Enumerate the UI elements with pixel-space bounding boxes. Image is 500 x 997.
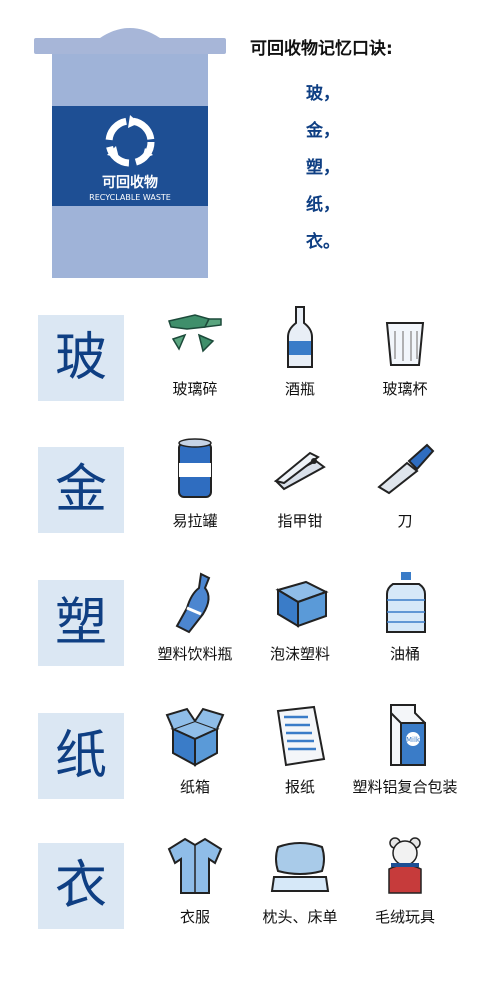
newspaper-icon xyxy=(276,705,326,767)
item-label: 泡沫塑料 xyxy=(269,645,330,663)
bin-label-cn: 可回收物 xyxy=(102,174,158,191)
recycle-bin: 可回收物 RECYCLABLE WASTE xyxy=(34,28,226,278)
category-char: 金 xyxy=(38,447,124,533)
teddy-bear-icon xyxy=(388,837,422,894)
item-beer-bottle: 酒瓶 xyxy=(240,305,360,415)
item-label: 衣服 xyxy=(179,908,210,926)
item-newspaper: 报纸 xyxy=(240,703,360,813)
glass-cup-icon xyxy=(385,322,425,366)
item-glass-cup: 玻璃杯 xyxy=(345,305,465,415)
category-char: 玻 xyxy=(38,315,124,401)
shirt-icon xyxy=(167,837,223,894)
mnemonic-line: 纸， xyxy=(306,195,340,215)
item-foam-box: 泡沫塑料 xyxy=(240,570,360,680)
mnemonic-line: 衣。 xyxy=(306,232,340,252)
category-row-clothes: 衣 衣服 枕头、床单 毛绒玩具 xyxy=(0,837,500,943)
item-can: 易拉罐 xyxy=(135,437,255,547)
mnemonic-line: 玻， xyxy=(306,84,340,104)
carton-print: Milk xyxy=(406,736,421,744)
can-icon xyxy=(178,438,212,498)
knife-icon xyxy=(377,443,435,495)
nail-clipper-icon xyxy=(273,451,326,491)
item-teddy-bear: 毛绒玩具 xyxy=(345,833,465,943)
item-label: 纸箱 xyxy=(179,778,210,796)
category-row-metal: 金 易拉罐 指甲钳 刀 xyxy=(0,438,500,547)
foam-box-icon xyxy=(275,580,329,628)
pillow-icon xyxy=(270,842,330,892)
oil-jug-icon xyxy=(386,572,426,633)
item-label: 毛绒玩具 xyxy=(374,908,435,926)
category-char: 衣 xyxy=(38,843,124,929)
item-label: 玻璃杯 xyxy=(382,380,428,398)
mnemonic-line: 塑， xyxy=(306,158,340,178)
broken-glass-icon xyxy=(168,314,222,353)
item-label: 刀 xyxy=(397,512,413,530)
plastic-bottle-icon xyxy=(175,572,211,634)
item-label: 塑料饮料瓶 xyxy=(157,645,233,663)
item-label: 酒瓶 xyxy=(284,380,315,398)
item-broken-glass: 玻璃碎 xyxy=(135,305,255,415)
category-row-glass: 玻 玻璃碎 酒瓶 玻璃杯 xyxy=(0,306,500,415)
item-pillow: 枕头、床单 xyxy=(240,833,360,943)
item-oil-jug: 油桶 xyxy=(345,570,465,680)
item-label: 报纸 xyxy=(284,778,315,796)
mnemonic-lines: 玻， 金， 塑， 纸， 衣。 xyxy=(306,76,340,261)
item-milk-carton: Milk 塑料铝复合包装 xyxy=(345,703,465,813)
item-cardboard-box: 纸箱 xyxy=(135,703,255,813)
category-char: 纸 xyxy=(38,713,124,799)
item-knife: 刀 xyxy=(345,437,465,547)
item-label: 指甲钳 xyxy=(277,512,323,530)
category-row-paper: 纸 纸箱 报纸 Milk 塑料铝复合包装 xyxy=(0,704,500,813)
bin-label-en: RECYCLABLE WASTE xyxy=(89,193,171,202)
item-shirt: 衣服 xyxy=(135,833,255,943)
item-label: 玻璃碎 xyxy=(172,380,218,398)
category-char: 塑 xyxy=(38,580,124,666)
cardboard-box-icon xyxy=(165,707,225,767)
category-row-plastic: 塑 塑料饮料瓶 泡沫塑料 油桶 xyxy=(0,572,500,680)
item-label: 易拉罐 xyxy=(172,512,218,530)
item-label: 油桶 xyxy=(389,645,420,663)
milk-carton-icon: Milk xyxy=(390,704,426,766)
item-nail-clipper: 指甲钳 xyxy=(240,437,360,547)
item-plastic-bottle: 塑料饮料瓶 xyxy=(135,570,255,680)
mnemonic-title: 可回收物记忆口诀: xyxy=(250,39,393,59)
mnemonic-line: 金， xyxy=(306,121,340,141)
item-label: 枕头、床单 xyxy=(262,908,338,926)
beer-bottle-icon xyxy=(287,306,313,368)
item-label: 塑料铝复合包装 xyxy=(352,778,458,796)
recycle-icon xyxy=(105,115,155,167)
